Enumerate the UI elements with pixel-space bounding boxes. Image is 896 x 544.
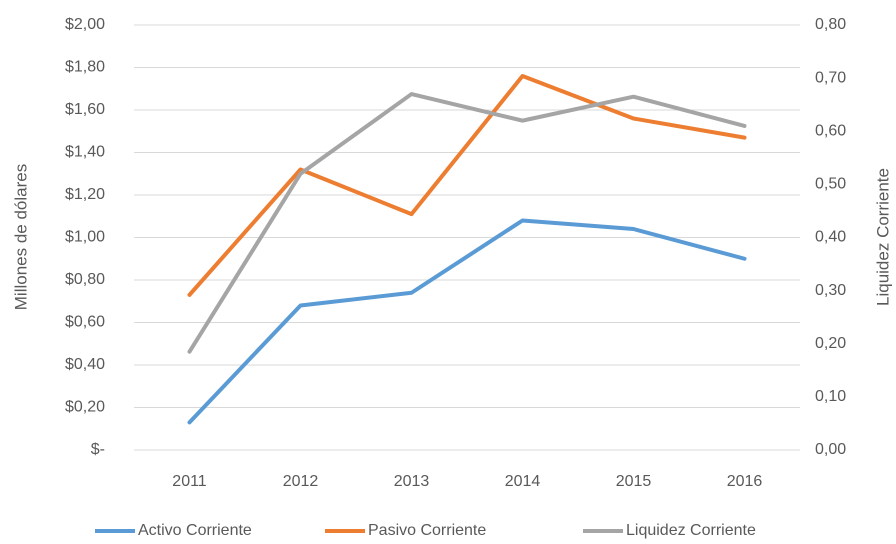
y-tick-label: $1,00 (65, 229, 105, 246)
series-line (187, 74, 747, 297)
y2-tick-label: 0,50 (815, 176, 846, 193)
x-tick-label: 2013 (394, 473, 430, 490)
x-tick-label: 2014 (505, 473, 541, 490)
legend-label: Pasivo Corriente (368, 522, 486, 539)
x-tick-label: 2012 (283, 473, 319, 490)
series-line (187, 92, 747, 354)
y-tick-label: $1,20 (65, 186, 105, 203)
x-tick-label: 2011 (172, 473, 207, 490)
y2-tick-label: 0,30 (815, 282, 846, 299)
y-tick-label: $0,80 (65, 271, 105, 288)
y-tick-label: $1,40 (65, 144, 105, 161)
y2-tick-label: 0,10 (815, 388, 846, 405)
series-line (187, 218, 747, 425)
legend-label: Activo Corriente (138, 522, 252, 539)
y2-tick-label: 0,20 (815, 335, 846, 352)
y-axis-label: Millones de dólares (11, 164, 30, 310)
y-tick-label: $1,60 (65, 101, 105, 118)
y-tick-label: $0,40 (65, 356, 105, 373)
x-tick-label: 2016 (727, 473, 763, 490)
y2-tick-label: 0,70 (815, 69, 846, 86)
y-tick-label: $0,20 (65, 399, 105, 416)
y-tick-label: $2,00 (65, 16, 105, 33)
y-tick-label: $1,80 (65, 59, 105, 76)
y-tick-label: $0,60 (65, 314, 105, 331)
x-tick-label: 2015 (616, 473, 652, 490)
y2-tick-label: 0,40 (815, 229, 846, 246)
y2-tick-label: 0,00 (815, 441, 846, 458)
y2-tick-label: 0,80 (815, 16, 846, 33)
legend-label: Liquidez Corriente (626, 522, 756, 539)
y2-axis-label: Liquidez Corriente (873, 168, 892, 306)
y-tick-label: $- (91, 441, 105, 458)
y2-tick-label: 0,60 (815, 122, 846, 139)
